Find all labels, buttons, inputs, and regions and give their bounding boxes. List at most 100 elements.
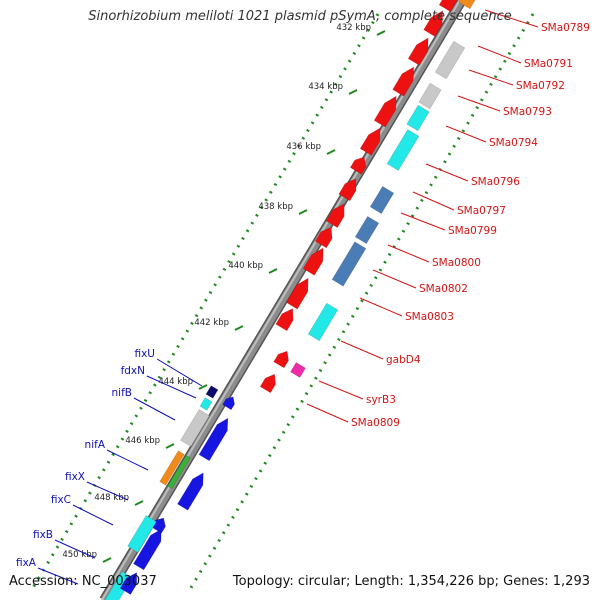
scale-tick-label-5: 440 kbp [228,261,263,271]
cyan-gene-fixC [127,515,157,553]
left-gene-label-3: nifB [112,387,132,399]
map-title: Sinorhizobium meliloti 1021 plasmid pSym… [88,9,512,24]
red-gene-arrow-12 [285,277,309,310]
scale-tick-label-3: 436 kbp [286,142,321,152]
right-label-connector-9 [387,244,430,263]
scale-tick-label-7: 444 kbp [158,377,193,387]
backbone-highlight [101,0,461,601]
cyan-gene-fixA [103,571,133,604]
right-label-connector-3 [468,69,514,86]
gene-features [103,0,476,604]
right-gene-label-7: SMa0797 [457,205,506,217]
green-gene-nifA [167,454,191,490]
red-gene-arrow-11 [302,247,324,276]
blue-gene-fixB [133,528,162,571]
left-gene-label-2: fdxN [121,365,145,377]
scale-tick-mark-6 [234,325,244,331]
navy-gene-fixU [205,385,219,399]
cyan-gene-1 [406,104,430,132]
left-gene-label-6: fixC [51,494,71,506]
scale-tick-label-9: 448 kbp [94,493,129,503]
scale-tick-label-6: 442 kbp [194,318,229,328]
red-gene-arrow-1 [438,0,458,13]
left-gene-label-8: fixA [16,557,37,569]
right-gene-label-9: SMa0800 [432,257,481,269]
left-label-connector-8 [37,567,79,585]
right-gene-label-3: SMa0792 [516,80,565,92]
red-gene-arrow-2 [423,10,444,37]
steelblue-gene-2 [354,215,380,245]
left-label-connector-7 [54,539,96,559]
left-gene-label-5: fixX [65,471,85,483]
left-label-connector-5 [86,481,129,501]
right-label-connector-14 [306,403,349,423]
inner-dotted-guide [29,13,380,592]
right-label-connector-2 [477,45,522,64]
red-gene-arrow-5 [373,95,397,128]
gray-gene-2 [418,82,442,110]
scale-tick-mark-3 [326,149,336,155]
right-gene-label-5: SMa0794 [489,137,538,149]
right-label-connector-13 [318,380,364,400]
right-label-connector-4 [457,95,501,112]
red-gene-arrow-15 [259,373,276,394]
right-label-connector-6 [425,163,469,182]
right-label-connector-5 [445,125,487,143]
red-gene-arrow-6 [359,127,381,156]
right-label-connector-12 [340,340,384,360]
right-gene-label-6: SMa0796 [471,176,520,188]
cyan-gene-fdxN [199,397,213,411]
right-label-connector-8 [400,212,446,231]
right-label-connector-10 [372,269,417,289]
right-gene-label-10: SMa0802 [419,283,468,295]
blue-gene-nifB [198,417,229,462]
scale-tick-label-1: 432 kbp [336,23,371,33]
right-gene-label-2: SMa0791 [524,58,573,70]
cyan-gene-2 [386,129,420,171]
scale-ticks: 432 kbp 434 kbp 436 kbp 438 kbp 440 kbp 442 k… [62,23,386,563]
backbone [100,0,466,602]
right-label-connector-1 [484,9,539,28]
red-gene-arrow-3 [407,37,429,66]
scale-tick-label-10: 450 kbp [62,550,97,560]
outer-dotted-guide [187,13,535,592]
summary-text: Topology: circular; Length: 1,354,226 bp… [232,574,590,589]
right-label-connector-11 [359,297,403,317]
red-gene-arrow-10 [314,226,333,249]
scale-tick-mark-8 [165,443,175,449]
scale-tick-mark-7 [198,384,208,390]
scale-tick-mark-4 [298,209,308,215]
red-gene-arrow-13 [275,308,294,332]
right-gene-label-12: gabD4 [386,354,421,366]
gray-gene-nifB [180,409,210,447]
red-gene-arrow-7 [349,156,367,175]
scale-tick-mark-10 [102,557,112,563]
orange-gene-top [458,0,476,10]
steelblue-gene-3 [331,241,367,287]
right-gene-label-1: SMa0789 [541,22,590,34]
orange-gene-nifA [159,450,185,486]
cyan-gene-3 [307,302,339,342]
red-gene-arrow-8 [338,178,357,202]
left-gene-label-7: fixB [33,529,53,541]
right-label-connector-7 [412,191,455,211]
steelblue-gene-1 [369,185,395,215]
scale-tick-label-4: 438 kbp [258,202,293,212]
left-label-connector-4 [106,449,149,471]
gene-labels: SMa0789 SMa0791 SMa0792 SMa0793 SMa0794 SMa07… [16,9,590,585]
right-gene-label-14: SMa0809 [351,417,400,429]
left-gene-label-1: fixU [134,348,155,360]
right-gene-label-4: SMa0793 [503,106,552,118]
scale-tick-mark-5 [268,268,278,274]
gray-gene-1 [434,40,466,80]
scale-tick-mark-2 [348,89,358,95]
scale-tick-label-8: 446 kbp [125,436,160,446]
red-gene-arrow-14 [273,350,289,369]
left-label-connector-2 [146,375,197,399]
left-label-connector-6 [72,504,114,526]
magenta-gene [290,362,306,378]
blue-gene-fixA [119,572,137,595]
left-label-connector-1 [156,358,203,387]
background-layer [29,0,535,603]
